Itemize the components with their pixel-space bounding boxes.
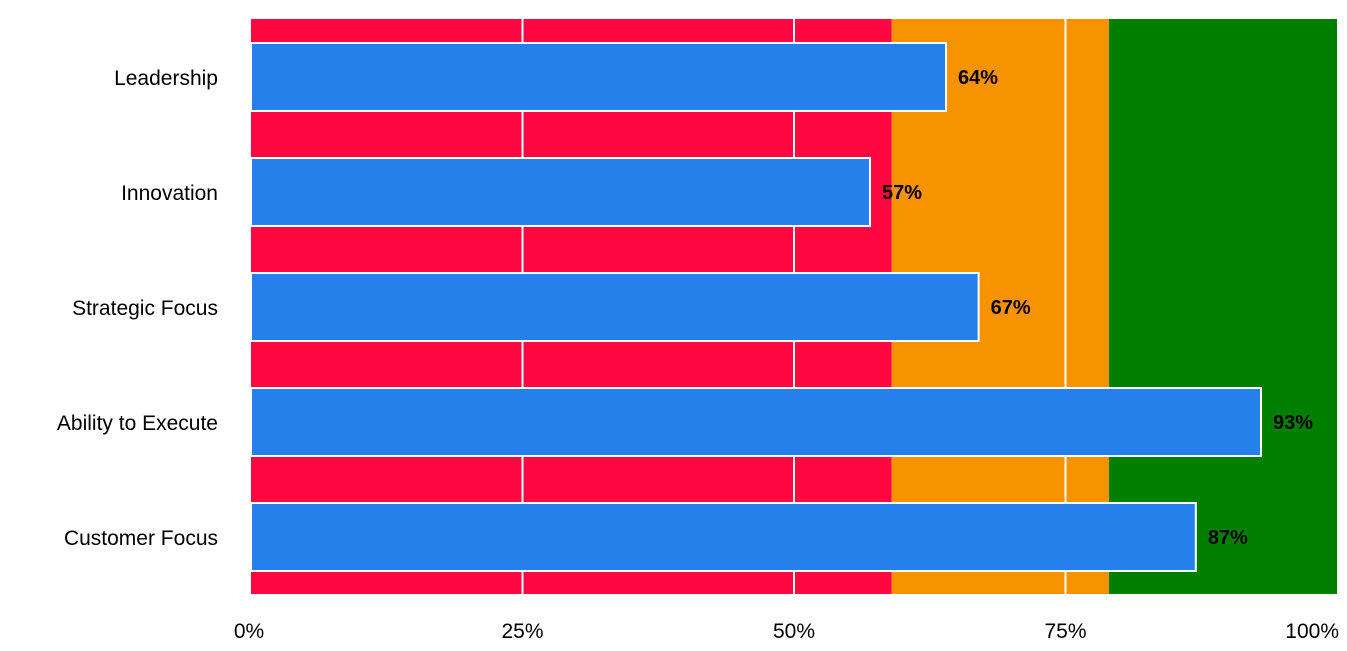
bar-innovation bbox=[250, 157, 872, 227]
category-label: Innovation bbox=[121, 182, 218, 205]
value-label: 87% bbox=[1208, 527, 1248, 549]
bar-strategic-focus bbox=[250, 272, 980, 342]
category-labels: Leadership Innovation Strategic Focus Abili… bbox=[57, 67, 218, 550]
bar-customer-focus bbox=[250, 502, 1197, 572]
category-label: Strategic Focus bbox=[72, 297, 218, 320]
x-tick-label: 50% bbox=[773, 620, 815, 643]
value-label: 64% bbox=[958, 67, 998, 89]
bars bbox=[250, 42, 1262, 572]
x-tick-label: 100% bbox=[1285, 620, 1339, 643]
x-tick-label: 25% bbox=[501, 620, 543, 643]
category-label: Ability to Execute bbox=[57, 412, 218, 435]
x-tick-label: 0% bbox=[234, 620, 264, 643]
x-tick-label: 75% bbox=[1044, 620, 1086, 643]
band-high bbox=[1108, 19, 1337, 594]
category-label: Customer Focus bbox=[64, 527, 218, 550]
category-label: Leadership bbox=[114, 67, 218, 90]
value-labels: 64% 57% 67% 93% 87% bbox=[882, 67, 1313, 549]
value-label: 67% bbox=[991, 297, 1031, 319]
value-label: 93% bbox=[1273, 412, 1313, 434]
bar-leadership bbox=[250, 42, 948, 112]
value-label: 57% bbox=[882, 182, 922, 204]
bar-ability-to-execute bbox=[250, 387, 1262, 457]
x-axis-tick-labels: 0% 25% 50% 75% 100% bbox=[234, 620, 1339, 643]
